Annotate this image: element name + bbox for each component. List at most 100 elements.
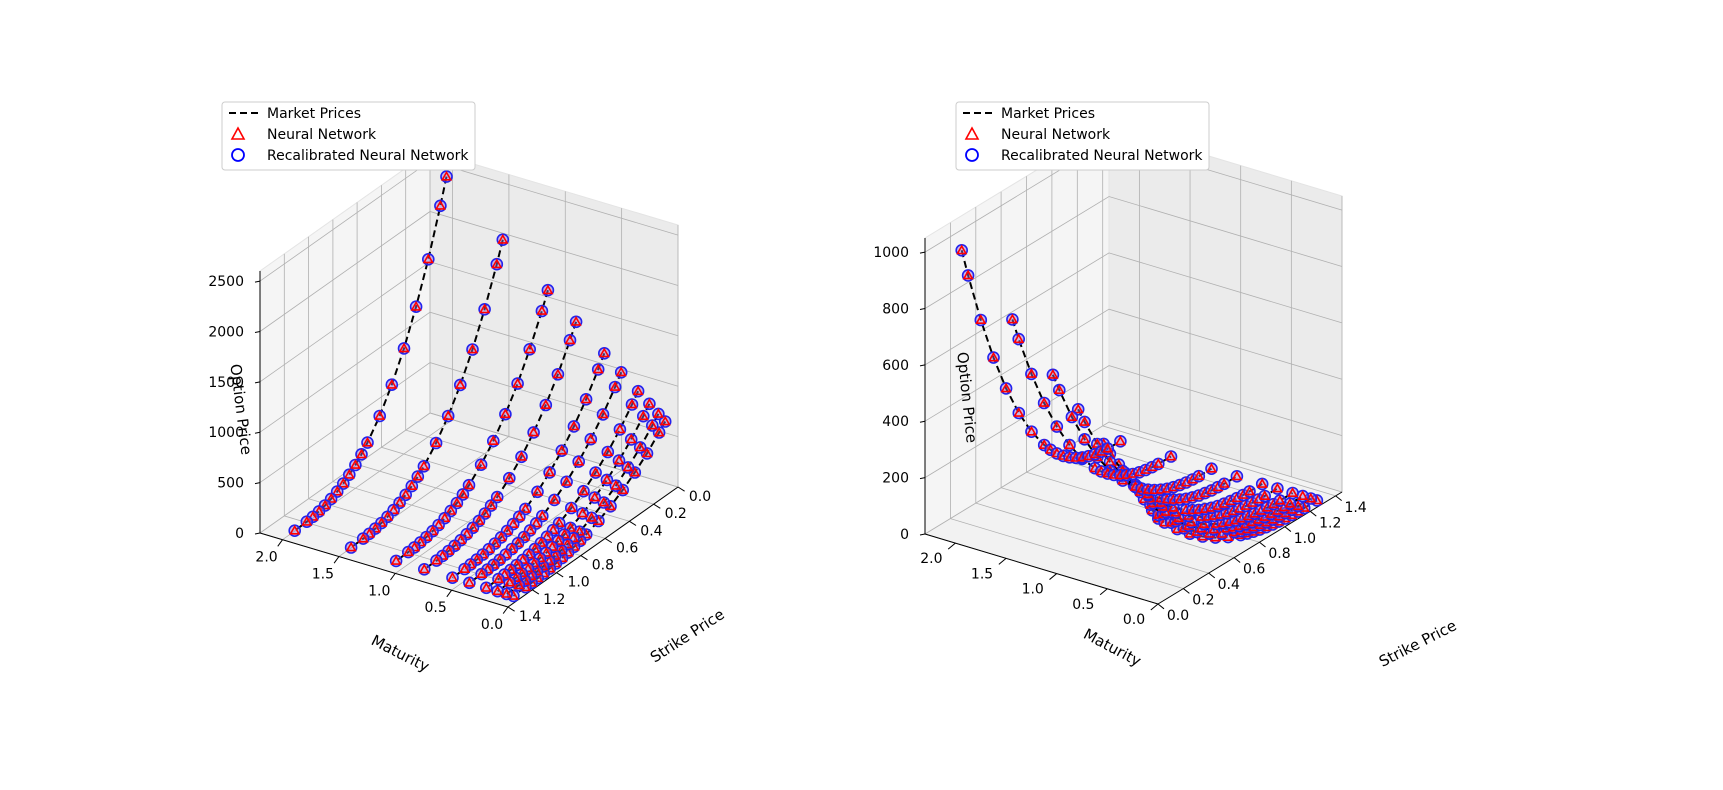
neural-network-point	[459, 563, 471, 573]
neural-network-point	[427, 525, 439, 536]
neural-network-point	[477, 548, 489, 559]
neural-network-point	[524, 524, 536, 535]
neural-network-point	[1083, 450, 1095, 461]
neural-network-point	[1198, 518, 1210, 528]
right-legend-nn-swatch	[964, 126, 980, 140]
x-tick-label: 0.2	[1192, 593, 1214, 609]
neural-network-point	[609, 381, 621, 391]
neural-network-point	[454, 379, 466, 389]
y-gridline	[451, 469, 622, 591]
neural-network-point	[975, 314, 987, 324]
neural-network-point	[573, 455, 585, 466]
neural-network-point	[355, 448, 368, 459]
left-gridlines	[259, 151, 679, 608]
neural-network-point	[1066, 411, 1078, 421]
neural-network-point	[506, 543, 518, 553]
neural-network-point	[652, 408, 664, 418]
neural-network-point	[325, 493, 337, 503]
neural-network-point	[501, 588, 513, 598]
neural-network-point	[629, 466, 641, 477]
neural-network-point	[507, 518, 519, 528]
neural-network-point	[529, 543, 541, 553]
x-tick-mark	[1309, 510, 1317, 517]
z-tick-label: 2500	[208, 274, 244, 290]
z-tick-label: 2000	[208, 324, 244, 340]
left-legend-box	[221, 101, 476, 171]
right-panes	[923, 125, 1344, 605]
z-tick-mark	[254, 330, 261, 333]
neural-network-point	[400, 488, 412, 499]
y-tick-label: 2.0	[920, 551, 942, 567]
neural-network-point	[544, 466, 556, 477]
neural-network-point	[504, 576, 516, 587]
neural-network-point	[1284, 497, 1296, 508]
neural-network-point	[962, 269, 974, 280]
x-tick-label: 1.4	[519, 609, 541, 625]
neural-network-point	[534, 552, 546, 563]
neural-network-point	[517, 554, 529, 564]
x-tick-mark	[1284, 526, 1292, 532]
neural-network-point	[494, 553, 506, 564]
neural-network-point	[646, 419, 658, 430]
neural-network-point	[1057, 450, 1069, 460]
neural-network-point	[357, 532, 369, 543]
neural-network-point	[543, 555, 555, 566]
x-tick-label: 0.6	[1243, 562, 1265, 578]
y-tick-mark	[998, 557, 1007, 565]
neural-network-point	[561, 475, 573, 486]
z-tick-label: 0	[900, 527, 909, 543]
neural-network-point	[1079, 433, 1091, 444]
market-price-line	[485, 390, 640, 589]
neural-network-point	[289, 524, 301, 535]
y-tick-label: 0.0	[481, 617, 503, 633]
neural-network-point	[363, 527, 375, 538]
neural-network-point	[475, 458, 487, 469]
neural-network-point	[577, 485, 590, 496]
right-tick-labels: 0.00.20.40.60.81.01.21.40.00.51.01.52.00…	[873, 245, 1367, 628]
neural-network-point	[1218, 477, 1230, 488]
neural-network-point	[1167, 501, 1179, 512]
x-tick-label: 0.6	[616, 540, 638, 556]
neural-network-point	[1079, 416, 1091, 426]
neural-network-point	[518, 531, 530, 541]
neural-network-point	[1297, 490, 1309, 500]
neural-network-point	[1121, 469, 1133, 479]
neural-network-point	[1259, 490, 1271, 500]
neural-network-point	[1064, 451, 1076, 462]
neural-network-point	[343, 468, 355, 479]
neural-network-point	[546, 541, 558, 551]
neural-network-point	[626, 398, 638, 409]
neural-network-point	[519, 503, 531, 513]
x-tick-mark	[1259, 541, 1266, 548]
neural-network-point	[552, 535, 564, 545]
neural-network-point	[555, 544, 567, 555]
neural-network-point	[1205, 462, 1218, 473]
neural-network-point	[1038, 397, 1050, 407]
neural-network-point	[1271, 482, 1283, 493]
neural-network-point	[418, 460, 430, 471]
y-tick-mark	[1150, 603, 1159, 611]
neural-network-point	[637, 410, 649, 421]
left-legend-nn-label: Neural Network	[267, 127, 377, 143]
right-axes	[919, 238, 1343, 611]
market-price-line	[960, 250, 1121, 459]
x-tick-mark	[1335, 495, 1342, 502]
neural-network-point	[1152, 458, 1164, 468]
market-price-line	[1102, 443, 1263, 512]
market-price-line	[468, 371, 623, 584]
x-axis-line	[507, 486, 679, 608]
x-tick-label: 0.0	[689, 489, 711, 505]
neural-network-point	[501, 525, 513, 535]
market-price-line	[1077, 408, 1238, 501]
left-tick-labels: 0.00.20.40.60.81.01.21.40.00.51.01.52.00…	[208, 274, 711, 633]
neural-network-point	[541, 530, 553, 541]
z-tick-mark	[254, 280, 261, 283]
neural-network-point	[1171, 523, 1183, 534]
neural-network-point	[1070, 451, 1082, 462]
neural-network-point	[430, 554, 443, 565]
neural-network-point	[573, 525, 586, 536]
neural-network-point	[565, 502, 577, 512]
y-tick-label: 0.5	[425, 600, 447, 616]
neural-network-point	[1229, 514, 1242, 525]
neural-network-point	[451, 497, 463, 507]
